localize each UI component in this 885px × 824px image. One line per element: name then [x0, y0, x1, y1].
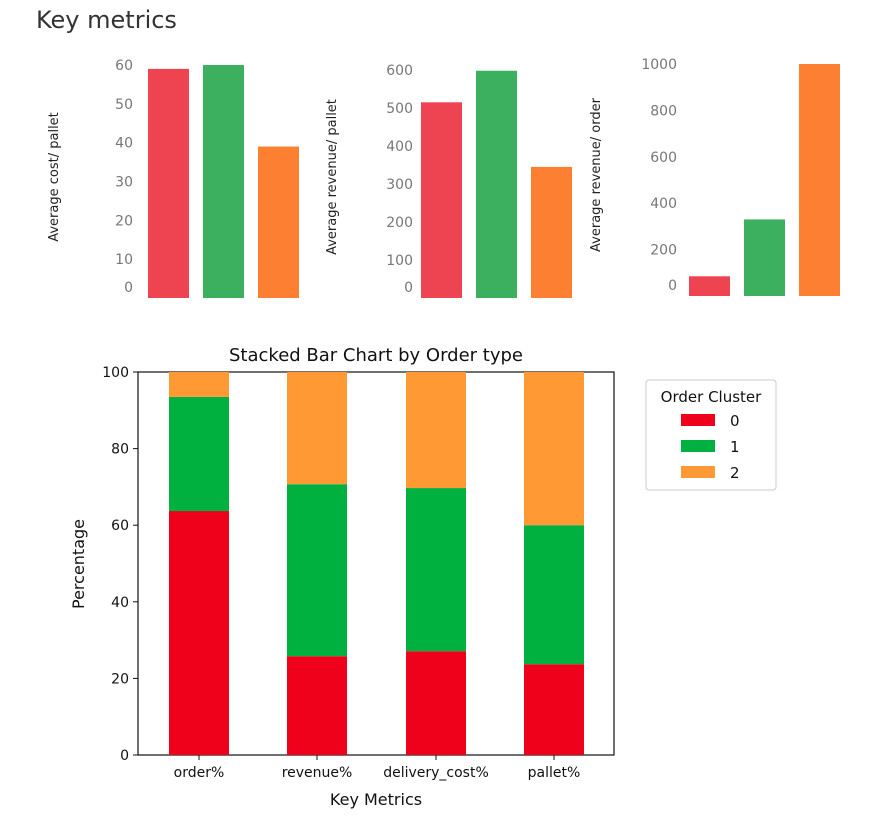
chart1-y-tick-label: 0 [124, 280, 133, 296]
legend-swatch-cluster-2 [681, 466, 715, 478]
stacked-x-tick-label: order% [174, 765, 225, 781]
stacked-x-tick-label: delivery_cost% [383, 765, 489, 781]
chart3-y-tick-label: 600 [650, 150, 677, 166]
stacked-y-tick-label: 0 [120, 748, 129, 764]
chart1-y-tick-label: 40 [115, 136, 133, 152]
stacked-x-tick-label: revenue% [282, 765, 353, 781]
page-title: Key metrics [36, 6, 177, 34]
chart2-y-tick-label: 400 [386, 139, 413, 155]
avg-revenue-per-pallet-chart: Average revenue/ pallet 0 100 200 300 400 500… [325, 63, 572, 298]
chart2-y-axis-label: Average revenue/ pallet [325, 99, 340, 255]
chart2-y-tick-label: 500 [386, 101, 413, 117]
chart3-y-tick-label: 0 [668, 278, 677, 294]
legend-title: Order Cluster [661, 388, 762, 406]
chart1-bar-cluster-1 [203, 65, 244, 298]
legend-swatch-cluster-0 [681, 414, 715, 426]
stacked-bar-revenue-cluster-1 [287, 484, 347, 657]
legend-frame [645, 379, 777, 491]
legend-label-cluster-0: 0 [730, 412, 740, 430]
chart3-bar-cluster-2 [799, 64, 840, 296]
stacked-bar-delivery_cost-cluster-0 [406, 651, 466, 755]
stacked-chart-y-axis-label: Percentage [69, 519, 88, 609]
avg-revenue-per-order-chart: Average revenue/ order 0 200 400 600 800 1000 [589, 57, 840, 296]
stacked-bar-order-cluster-0 [169, 511, 229, 755]
stacked-bar-delivery_cost-cluster-2 [406, 372, 466, 489]
stacked-y-tick-label: 40 [111, 595, 129, 611]
chart1-y-tick-label: 50 [115, 97, 133, 113]
chart1-y-tick-label: 20 [115, 213, 133, 229]
chart1-bar-cluster-0 [148, 68, 189, 298]
stacked-chart-title: Stacked Bar Chart by Order type [229, 345, 523, 366]
chart3-bar-cluster-0 [689, 276, 730, 296]
avg-cost-per-pallet-chart: Average cost/ pallet 0 10 20 30 40 50 60 [47, 58, 299, 298]
chart2-y-tick-label: 200 [386, 215, 413, 231]
chart2-bar-cluster-2 [531, 166, 572, 298]
chart1-y-tick-label: 60 [115, 58, 133, 74]
stacked-bar-revenue-cluster-0 [287, 656, 347, 755]
chart1-y-axis-label: Average cost/ pallet [47, 112, 62, 242]
legend: Order Cluster 0 1 2 [645, 379, 777, 491]
chart1-y-tick-label: 10 [115, 252, 133, 268]
stacked-bar-revenue-cluster-2 [287, 372, 347, 485]
chart3-y-axis-label: Average revenue/ order [589, 97, 604, 252]
chart3-y-tick-label: 400 [650, 196, 677, 212]
stacked-y-tick-label: 100 [102, 365, 129, 381]
stacked-chart-x-axis-label: Key Metrics [330, 790, 422, 809]
chart3-y-tick-label: 200 [650, 243, 677, 259]
chart2-bar-cluster-1 [476, 70, 517, 298]
stacked-y-tick-label: 60 [111, 518, 129, 534]
stacked-chart-plot-frame [137, 371, 615, 756]
stacked-bar-pallet-cluster-2 [524, 372, 584, 526]
chart1-bar-cluster-2 [258, 146, 299, 298]
stacked-bar-chart: Stacked Bar Chart by Order type Key Metr… [69, 345, 777, 809]
chart3-y-tick-label: 1000 [641, 57, 677, 73]
chart2-bar-cluster-0 [421, 102, 462, 298]
chart1-y-tick-label: 30 [115, 175, 133, 191]
stacked-bar-pallet-cluster-1 [524, 525, 584, 665]
stacked-bar-order-cluster-2 [169, 372, 229, 397]
chart2-y-tick-label: 100 [386, 253, 413, 269]
legend-label-cluster-1: 1 [730, 438, 740, 456]
chart2-y-tick-label: 0 [404, 280, 413, 296]
chart3-y-tick-label: 800 [650, 103, 677, 119]
stacked-bar-order-cluster-1 [169, 396, 229, 512]
legend-label-cluster-2: 2 [730, 464, 740, 482]
stacked-y-tick-label: 80 [111, 442, 129, 458]
stacked-bar-delivery_cost-cluster-1 [406, 488, 466, 652]
stacked-bar-pallet-cluster-0 [524, 664, 584, 755]
stacked-y-tick-label: 20 [111, 671, 129, 687]
chart3-bar-cluster-1 [744, 219, 785, 296]
chart2-y-tick-label: 600 [386, 63, 413, 79]
legend-swatch-cluster-1 [681, 440, 715, 452]
chart2-y-tick-label: 300 [386, 177, 413, 193]
stacked-x-tick-label: pallet% [528, 765, 581, 781]
